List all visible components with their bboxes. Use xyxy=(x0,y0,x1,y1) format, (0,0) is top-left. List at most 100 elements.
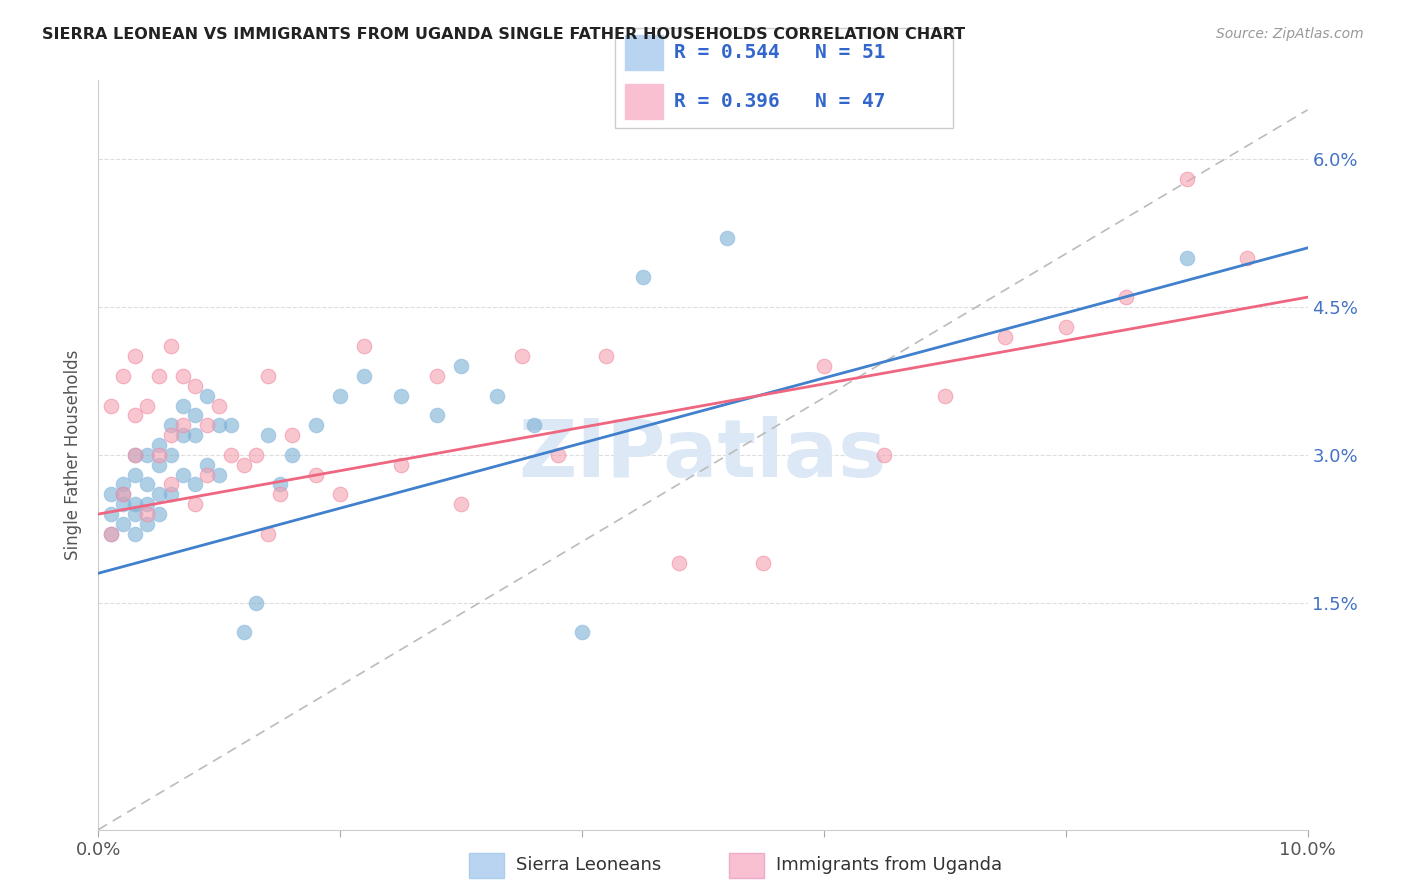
Point xyxy=(716,231,738,245)
Point xyxy=(111,487,134,501)
Bar xyxy=(626,84,664,119)
Point xyxy=(148,507,170,521)
Point xyxy=(100,399,122,413)
Point xyxy=(124,448,146,462)
FancyBboxPatch shape xyxy=(614,28,953,128)
Point xyxy=(595,349,617,363)
Text: Immigrants from Uganda: Immigrants from Uganda xyxy=(776,856,1002,874)
Text: ZIPatlas: ZIPatlas xyxy=(519,416,887,494)
Point xyxy=(208,467,231,482)
Point xyxy=(124,507,146,521)
Point xyxy=(148,438,170,452)
Text: Sierra Leoneans: Sierra Leoneans xyxy=(516,856,662,874)
Bar xyxy=(626,35,664,70)
Point xyxy=(281,428,304,442)
Point xyxy=(100,526,122,541)
Point xyxy=(329,389,352,403)
Point xyxy=(281,448,304,462)
Point xyxy=(124,526,146,541)
Point xyxy=(124,497,146,511)
Point xyxy=(1175,172,1198,186)
Point xyxy=(547,448,569,462)
Point xyxy=(450,497,472,511)
Point xyxy=(256,428,278,442)
Point xyxy=(389,389,412,403)
Bar xyxy=(728,853,765,878)
Point xyxy=(523,418,546,433)
Point xyxy=(111,369,134,384)
Text: R = 0.396   N = 47: R = 0.396 N = 47 xyxy=(673,92,886,112)
Point xyxy=(172,369,194,384)
Point xyxy=(631,270,654,285)
Point xyxy=(111,487,134,501)
Point xyxy=(353,339,375,353)
Point xyxy=(160,428,183,442)
Point xyxy=(353,369,375,384)
Point xyxy=(184,477,207,491)
Point xyxy=(135,507,157,521)
Text: Source: ZipAtlas.com: Source: ZipAtlas.com xyxy=(1216,27,1364,41)
Point xyxy=(1175,251,1198,265)
Point xyxy=(269,477,291,491)
Bar xyxy=(470,853,505,878)
Point xyxy=(873,448,896,462)
Point xyxy=(172,467,194,482)
Point xyxy=(100,487,122,501)
Point xyxy=(245,448,267,462)
Point xyxy=(450,359,472,374)
Point xyxy=(208,418,231,433)
Point xyxy=(160,487,183,501)
Point xyxy=(160,339,183,353)
Point xyxy=(195,467,218,482)
Point xyxy=(813,359,835,374)
Point xyxy=(148,487,170,501)
Point xyxy=(486,389,509,403)
Point xyxy=(1115,290,1137,304)
Point xyxy=(172,428,194,442)
Point xyxy=(934,389,956,403)
Point xyxy=(329,487,352,501)
Point xyxy=(305,418,328,433)
Point xyxy=(124,448,146,462)
Point xyxy=(135,497,157,511)
Point xyxy=(111,477,134,491)
Point xyxy=(160,448,183,462)
Point xyxy=(232,458,254,472)
Point xyxy=(111,497,134,511)
Point xyxy=(221,448,243,462)
Point xyxy=(426,369,449,384)
Point xyxy=(752,557,775,571)
Point xyxy=(269,487,291,501)
Point xyxy=(124,409,146,423)
Text: SIERRA LEONEAN VS IMMIGRANTS FROM UGANDA SINGLE FATHER HOUSEHOLDS CORRELATION CH: SIERRA LEONEAN VS IMMIGRANTS FROM UGANDA… xyxy=(42,27,966,42)
Point xyxy=(135,477,157,491)
Point xyxy=(245,596,267,610)
Point xyxy=(221,418,243,433)
Point xyxy=(124,467,146,482)
Point xyxy=(148,448,170,462)
Point xyxy=(111,516,134,531)
Point xyxy=(172,399,194,413)
Point xyxy=(389,458,412,472)
Point xyxy=(208,399,231,413)
Point xyxy=(195,389,218,403)
Point xyxy=(195,418,218,433)
Point xyxy=(124,349,146,363)
Point xyxy=(1236,251,1258,265)
Y-axis label: Single Father Households: Single Father Households xyxy=(65,350,83,560)
Point xyxy=(195,458,218,472)
Point xyxy=(305,467,328,482)
Point xyxy=(232,625,254,640)
Point xyxy=(426,409,449,423)
Point xyxy=(184,428,207,442)
Point xyxy=(668,557,690,571)
Point xyxy=(256,526,278,541)
Point xyxy=(994,329,1017,343)
Point xyxy=(184,497,207,511)
Point xyxy=(135,448,157,462)
Text: R = 0.544   N = 51: R = 0.544 N = 51 xyxy=(673,43,886,62)
Point xyxy=(148,369,170,384)
Point xyxy=(256,369,278,384)
Point xyxy=(184,379,207,393)
Point xyxy=(510,349,533,363)
